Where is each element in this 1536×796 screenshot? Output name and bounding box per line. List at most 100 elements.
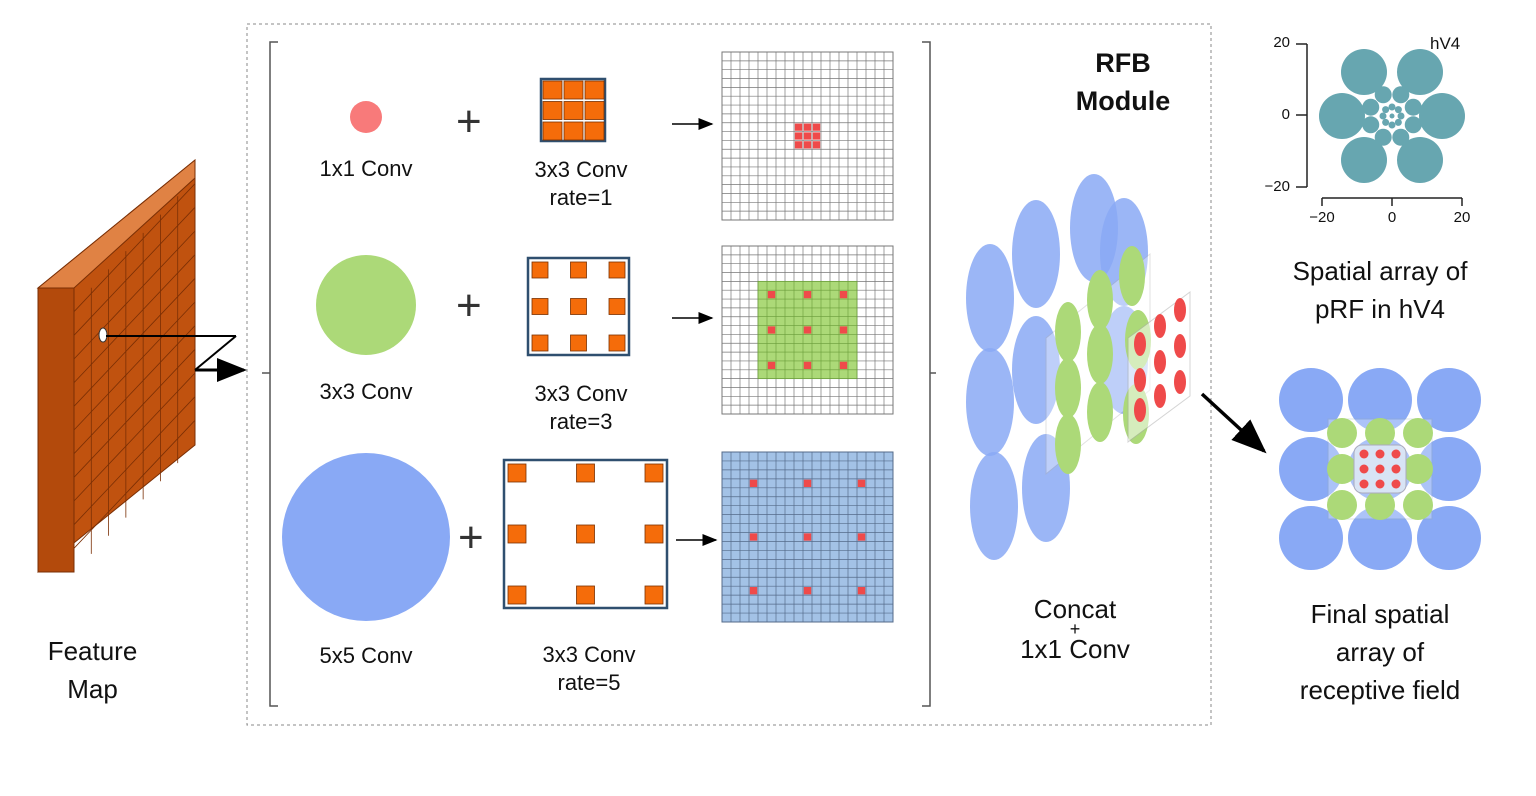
kernel-cell <box>608 261 626 279</box>
kernel-cell <box>542 121 563 141</box>
rf-cell <box>803 587 812 595</box>
feature-map-row-line <box>73 301 196 431</box>
conv-3x3-label: 3x3 Conv <box>319 379 413 404</box>
final-red-dot <box>1375 449 1385 459</box>
prf-circle-large <box>1397 49 1443 95</box>
prf-circle-small <box>1388 121 1396 129</box>
stack-red-ellipse <box>1134 368 1146 392</box>
prf-circle-small <box>1394 118 1402 126</box>
rf-cell <box>839 361 848 369</box>
conv-1x1-label: 1x1 Conv <box>319 156 413 181</box>
hv4-y-tick-mid: 0 <box>1281 106 1290 123</box>
rf-cell <box>794 132 803 140</box>
final-blue-circle <box>1279 506 1343 570</box>
rf-cell <box>839 326 848 334</box>
prf-circle-medium <box>1392 86 1410 104</box>
final-caption: Final spatial array of receptive field <box>1299 599 1461 705</box>
kernel-cell <box>542 80 563 100</box>
final-red-dot <box>1391 464 1401 474</box>
hv4-x-tick-right: 20 <box>1453 209 1471 226</box>
prf-circle-large <box>1397 137 1443 183</box>
final-green-circle <box>1403 454 1433 484</box>
kernel-cell <box>570 298 587 315</box>
feature-map-row-line <box>73 349 196 478</box>
rf-cell <box>767 361 776 369</box>
stack-red-ellipse <box>1154 314 1166 338</box>
stack-green-ellipse <box>1087 382 1113 442</box>
final-red-dot <box>1375 464 1385 474</box>
final-red-dot <box>1375 479 1385 489</box>
stack-green-ellipse <box>1087 270 1113 330</box>
hv4-x-tick-left: −20 <box>1309 209 1335 226</box>
stack-green-ellipse <box>1119 246 1145 306</box>
rf-cell <box>803 326 812 334</box>
rf-cell <box>803 361 812 369</box>
prf-circle-medium <box>1404 98 1422 116</box>
rf-cell <box>803 533 812 541</box>
kernel-cell <box>570 334 587 352</box>
final-blue-circle <box>1348 506 1412 570</box>
stack-green-ellipse <box>1087 324 1113 384</box>
final-green-circle <box>1365 418 1395 448</box>
stack-blue-ellipse <box>966 348 1014 456</box>
prf-circle-medium <box>1374 86 1392 104</box>
kernel-cell <box>576 463 595 483</box>
kernel-cell <box>531 298 549 315</box>
hv4-prf-circles <box>1319 49 1465 183</box>
plus-branch-2: + <box>456 281 482 330</box>
stack-red-ellipse <box>1174 334 1186 358</box>
hv4-y-tick-top: 20 <box>1273 34 1290 51</box>
kernel-cell <box>570 261 587 279</box>
rf-cell <box>803 291 812 299</box>
stack-red-ellipse <box>1174 298 1186 322</box>
prf-circle-large <box>1341 137 1387 183</box>
rf-cell <box>839 291 848 299</box>
final-red-dot <box>1359 479 1369 489</box>
rf-cell <box>857 533 866 541</box>
kernel-cell <box>507 585 527 605</box>
rf-cell <box>767 326 776 334</box>
stack-green-ellipse <box>1055 302 1081 362</box>
concat-label: Concat +1x1 Conv <box>1020 594 1130 664</box>
feature-map-point <box>98 327 108 343</box>
kernel-cell <box>563 121 584 141</box>
dilated-rate-1-label: 3x3 Conv rate=1 <box>534 157 628 210</box>
prf-circle-medium <box>1374 128 1392 146</box>
kernel-cell <box>576 585 595 605</box>
prf-circle-small <box>1379 112 1387 120</box>
rf-cell <box>749 479 758 487</box>
left-bracket <box>262 41 278 707</box>
stack-red-ellipse <box>1134 332 1146 356</box>
prf-circle-large <box>1341 49 1387 95</box>
feature-map-row-line <box>73 230 196 360</box>
final-red-dot <box>1391 479 1401 489</box>
rf-cell <box>794 141 803 149</box>
final-red-dot <box>1391 449 1401 459</box>
final-blue-circle <box>1417 437 1481 501</box>
plus-branch-1: + <box>456 97 482 146</box>
prf-circle-small <box>1394 106 1402 114</box>
stack-green-ellipse <box>1055 358 1081 418</box>
feature-map-row-line <box>73 278 196 407</box>
kernel-cell <box>507 524 527 544</box>
final-red-dot <box>1359 464 1369 474</box>
arrow-to-final <box>1200 392 1267 454</box>
kernel-rate-3 <box>526 256 631 357</box>
kernel-cell <box>584 101 605 120</box>
dilated-rate-3-label: 3x3 Conv rate=3 <box>534 381 628 434</box>
kernel-cell <box>584 80 605 100</box>
rf-cell <box>794 123 803 131</box>
stack-blue-ellipse <box>1012 316 1060 424</box>
prf-circle-medium <box>1362 116 1380 134</box>
rf-cell <box>857 479 866 487</box>
rfb-title: RFB Module <box>1075 48 1171 116</box>
kernel-cell <box>531 261 549 279</box>
kernel-cell <box>507 463 527 483</box>
rf-cell <box>749 587 758 595</box>
final-green-circle <box>1327 490 1357 520</box>
feature-map-label: Feature Map <box>47 636 138 704</box>
dilated-rate-5-label: 3x3 Conv rate=5 <box>542 642 636 695</box>
final-blue-circle <box>1417 368 1481 432</box>
kernel-cell <box>644 585 664 605</box>
final-green-circle <box>1365 490 1395 520</box>
